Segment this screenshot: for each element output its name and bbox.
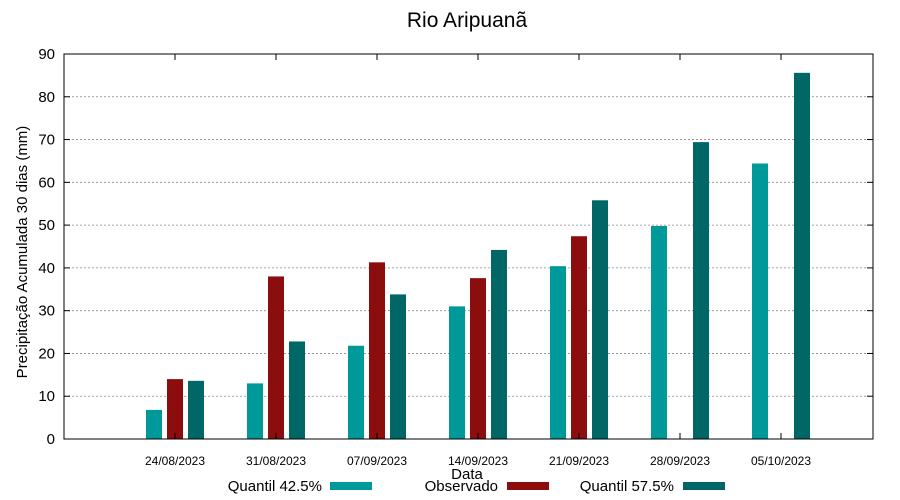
bar xyxy=(348,345,364,439)
y-tick-label: 40 xyxy=(38,260,55,277)
bar xyxy=(571,236,587,439)
x-tick-label: 28/09/2023 xyxy=(650,454,710,468)
x-tick-label: 31/08/2023 xyxy=(246,454,306,468)
legend-label: Observado xyxy=(425,478,498,495)
x-tick-label: 07/09/2023 xyxy=(347,454,407,468)
bar xyxy=(247,383,263,439)
y-tick-label: 80 xyxy=(38,89,55,106)
bar xyxy=(369,262,385,439)
bar xyxy=(289,341,305,439)
bar xyxy=(651,225,667,439)
grid-lines xyxy=(64,96,873,397)
y-tick-label: 20 xyxy=(38,345,55,362)
legend-swatch xyxy=(507,482,549,490)
y-tick-label: 70 xyxy=(38,132,55,149)
bar xyxy=(188,380,204,439)
y-tick-label: 50 xyxy=(38,217,55,234)
bar xyxy=(390,294,406,439)
y-tick-label: 30 xyxy=(38,303,55,320)
y-tick-label: 90 xyxy=(38,46,55,63)
legend-swatch xyxy=(683,482,725,490)
bar xyxy=(491,249,507,439)
legend-swatch xyxy=(330,482,372,490)
bar xyxy=(693,142,709,439)
y-ticks: 0 10 20 30 40 50 60 70 80 90 xyxy=(38,46,873,448)
x-tick-label: 14/09/2023 xyxy=(448,454,508,468)
plot-frame xyxy=(63,53,874,440)
bar xyxy=(470,278,486,439)
x-axis-label: Data xyxy=(451,466,483,483)
legend-label: Quantil 42.5% xyxy=(228,478,322,495)
y-axis-label: Precipitação Acumulada 30 dias (mm) xyxy=(14,126,31,379)
bar xyxy=(550,266,566,439)
bar xyxy=(752,163,768,439)
legend: Quantil 42.5% Observado Quantil 57.5% xyxy=(228,478,725,495)
x-tick-label: 24/08/2023 xyxy=(145,454,205,468)
bar xyxy=(794,72,810,440)
y-tick-label: 10 xyxy=(38,388,55,405)
y-tick-label: 0 xyxy=(47,431,55,448)
bar xyxy=(268,276,284,439)
chart-title: Rio Aripuanã xyxy=(407,9,528,32)
legend-label: Quantil 57.5% xyxy=(580,478,674,495)
x-tick-label: 05/10/2023 xyxy=(751,454,811,468)
bar xyxy=(592,200,608,439)
y-tick-label: 60 xyxy=(38,174,55,191)
bar xyxy=(449,306,465,439)
x-tick-label: 21/09/2023 xyxy=(549,454,609,468)
bar xyxy=(167,379,183,439)
x-ticks: 24/08/2023 31/08/2023 07/09/2023 14/09/2023… xyxy=(145,54,811,468)
bar xyxy=(146,409,162,439)
bars xyxy=(146,72,810,440)
